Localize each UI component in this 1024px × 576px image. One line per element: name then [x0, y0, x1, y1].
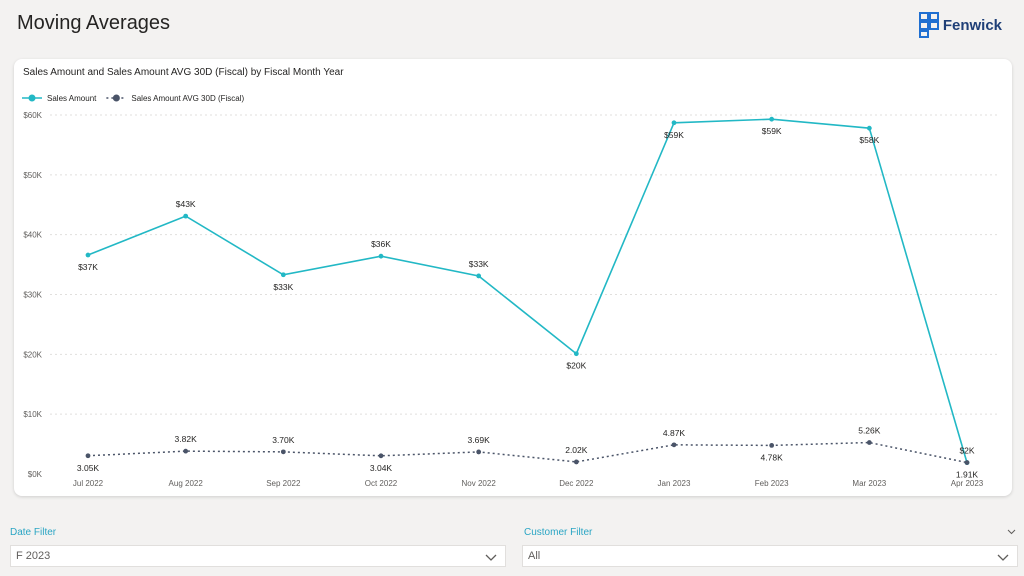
sales-amount-point	[769, 116, 775, 122]
sales-amount-point	[671, 120, 677, 126]
customer-filter-label: Customer Filter	[524, 527, 593, 538]
chart-card: Sales Amount and Sales Amount AVG 30D (F…	[14, 59, 1012, 496]
x-tick-label: Oct 2022	[365, 479, 398, 488]
line-chart[interactable]: $0K $10K $20K $30K $40K $50K $60K Jul 2022 Aug 2…	[0, 0, 1024, 500]
y-tick-label: $40K	[23, 231, 42, 240]
sales-amount-data-label: $36K	[371, 239, 391, 249]
x-tick-label: Dec 2022	[559, 479, 594, 488]
sales-amount-data-label: $43K	[176, 199, 196, 209]
date-filter-dropdown[interactable]: F 2023	[10, 545, 506, 567]
customer-filter-value: All	[528, 550, 541, 562]
x-tick-label: Nov 2022	[462, 479, 497, 488]
customer-filter-dropdown[interactable]: All	[522, 545, 1018, 567]
sales-amount-point	[183, 213, 189, 219]
sales-amount-data-label: $59K	[762, 126, 782, 136]
sales-amount-point	[866, 125, 872, 131]
sales-amount-data-label: $59K	[664, 130, 684, 140]
brand-name: Fenwick	[942, 16, 1002, 34]
y-tick-label: $20K	[23, 350, 42, 359]
x-tick-label: Apr 2023	[951, 479, 984, 488]
sales-avg-point	[183, 448, 189, 454]
sales-avg-data-label: 2.02K	[565, 445, 588, 455]
sales-avg-point	[769, 442, 775, 448]
sales-amount-data-label: $58K	[859, 135, 879, 145]
x-tick-label: Feb 2023	[755, 479, 789, 488]
chevron-down-icon	[485, 554, 497, 561]
sales-avg-data-label: 4.87K	[663, 428, 686, 438]
sales-avg-point	[280, 449, 286, 455]
sales-amount-line	[87, 118, 968, 463]
x-tick-label: Mar 2023	[852, 479, 886, 488]
sales-avg-data-label: 3.05K	[77, 463, 100, 473]
x-tick-label: Jan 2023	[658, 479, 691, 488]
sales-amount-point	[476, 273, 482, 279]
date-filter-value: F 2023	[16, 550, 51, 562]
sales-avg-data-label: 5.26K	[858, 426, 881, 436]
sales-avg-point	[476, 449, 482, 455]
legend-marker	[112, 94, 120, 102]
sales-amount-point	[573, 351, 579, 357]
sales-avg-data-label: 3.70K	[272, 435, 295, 445]
sales-amount-data-label: $33K	[469, 259, 489, 269]
y-tick-label: $30K	[23, 291, 42, 300]
y-tick-label: $60K	[23, 111, 42, 120]
y-tick-label: $0K	[28, 470, 43, 479]
y-tick-label: $50K	[23, 171, 42, 180]
sales-avg-point	[671, 442, 677, 448]
sales-avg-data-label: 1.91K	[956, 470, 979, 480]
page-title: Moving Averages	[17, 12, 171, 34]
x-tick-label: Sep 2022	[266, 479, 301, 488]
sales-avg-data-label: 4.78K	[761, 452, 784, 462]
sales-avg-line	[87, 441, 968, 464]
sales-amount-data-label: $2K	[959, 446, 974, 456]
date-filter-label: Date Filter	[10, 527, 57, 538]
sales-avg-data-label: 3.04K	[370, 463, 393, 473]
sales-avg-point	[866, 440, 872, 445]
sales-avg-point	[964, 460, 970, 465]
sales-avg-data-label: 3.82K	[175, 434, 198, 444]
fenwick-logo-icon	[918, 12, 939, 38]
legend-label: Sales Amount AVG 30D (Fiscal)	[131, 94, 244, 103]
sales-avg-point	[573, 459, 579, 465]
collapse-chevron-icon[interactable]	[1007, 529, 1016, 535]
x-tick-label: Aug 2022	[169, 479, 204, 488]
chart-title: Sales Amount and Sales Amount AVG 30D (F…	[23, 67, 344, 78]
sales-amount-data-label: $20K	[566, 361, 586, 371]
legend-label: Sales Amount	[47, 94, 97, 103]
brand-logo: Fenwick	[918, 12, 1002, 38]
sales-avg-data-label: 3.69K	[468, 435, 491, 445]
y-tick-label: $10K	[23, 410, 42, 419]
sales-amount-point	[378, 253, 384, 259]
x-tick-label: Jul 2022	[73, 479, 104, 488]
sales-amount-point	[280, 272, 286, 278]
sales-amount-data-label: $37K	[78, 262, 98, 272]
chevron-down-icon	[997, 554, 1009, 561]
sales-avg-point	[85, 453, 91, 459]
legend-marker	[28, 94, 36, 102]
sales-amount-point	[85, 252, 91, 258]
sales-amount-data-label: $33K	[273, 282, 293, 292]
sales-avg-point	[378, 453, 384, 459]
